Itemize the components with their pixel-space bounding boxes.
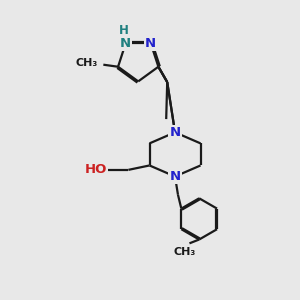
Text: CH₃: CH₃ — [75, 58, 98, 68]
Text: N: N — [120, 37, 131, 50]
Text: N: N — [145, 37, 156, 50]
Text: CH₃: CH₃ — [173, 247, 196, 257]
Text: N: N — [169, 170, 181, 183]
Text: H: H — [119, 24, 129, 37]
Text: HO: HO — [85, 163, 107, 176]
Text: N: N — [169, 126, 181, 139]
